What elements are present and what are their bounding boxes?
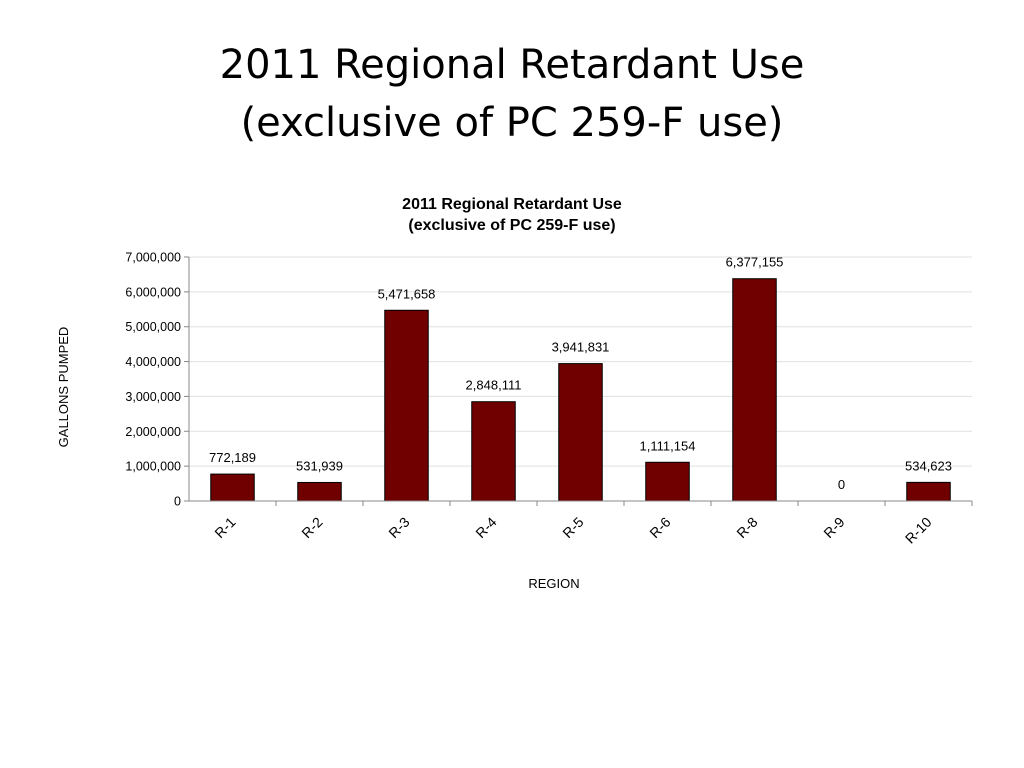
x-tick-label: R-2 <box>298 514 325 541</box>
x-axis-ticks: R-1 R-2 R-3 R-4 R-5 R-6 R-8 R-9 R-10 <box>211 501 973 547</box>
x-axis-title: REGION <box>528 576 579 591</box>
data-label: 5,471,658 <box>378 286 436 301</box>
data-label: 0 <box>838 477 845 492</box>
bar-r-6 <box>645 461 690 502</box>
slide-title-line-1: 2011 Regional Retardant Use <box>219 42 805 88</box>
y-tick-label: 4,000,000 <box>125 355 181 369</box>
x-tick-label: R-1 <box>211 514 238 541</box>
data-label: 1,111,154 <box>640 438 696 453</box>
y-axis-title: GALLONS PUMPED <box>56 327 71 448</box>
data-label: 3,941,831 <box>552 340 610 355</box>
y-tick-label: 6,000,000 <box>125 285 181 299</box>
x-tick-label: R-4 <box>472 514 499 541</box>
y-tick-label: 3,000,000 <box>125 390 181 404</box>
chart-title: 2011 Regional Retardant Use <box>402 196 622 213</box>
x-tick-label: R-3 <box>385 514 412 541</box>
bar-r-3 <box>384 309 429 502</box>
data-label: 2,848,111 <box>466 378 522 393</box>
y-tick-label: 0 <box>174 495 181 509</box>
y-tick-label: 5,000,000 <box>125 320 181 334</box>
y-axis-ticks: 0 1,000,000 2,000,000 3,000,000 4,000,000 5,0… <box>125 251 189 509</box>
y-tick-label: 1,000,000 <box>125 460 181 474</box>
bars <box>210 278 951 502</box>
data-label: 6,377,155 <box>726 255 784 270</box>
data-label: 531,939 <box>296 458 343 473</box>
x-tick-label: R-5 <box>559 514 586 541</box>
x-tick-label: R-10 <box>902 514 935 547</box>
x-tick-label: R-6 <box>646 514 673 541</box>
bar-r-4 <box>471 401 516 502</box>
bar-r-1 <box>210 473 255 502</box>
y-tick-label: 7,000,000 <box>125 251 181 265</box>
slide-title-line-2: (exclusive of PC 259-F use) <box>240 100 784 146</box>
bar-r-8 <box>732 278 777 502</box>
x-tick-label: R-9 <box>820 514 847 541</box>
bar-r-2 <box>297 481 342 502</box>
data-label: 772,189 <box>209 450 256 465</box>
y-tick-label: 2,000,000 <box>125 425 181 439</box>
bar-r-10 <box>906 481 951 502</box>
chart-subtitle: (exclusive of PC 259-F use) <box>408 217 615 234</box>
data-label: 534,623 <box>905 458 952 473</box>
x-tick-label: R-8 <box>733 514 760 541</box>
slide-title: 2011 Regional Retardant Use (exclusive o… <box>0 36 1024 152</box>
data-labels: 772,189 531,939 5,471,658 2,848,111 3,941,83… <box>209 255 952 492</box>
bar-r-5 <box>558 363 603 502</box>
